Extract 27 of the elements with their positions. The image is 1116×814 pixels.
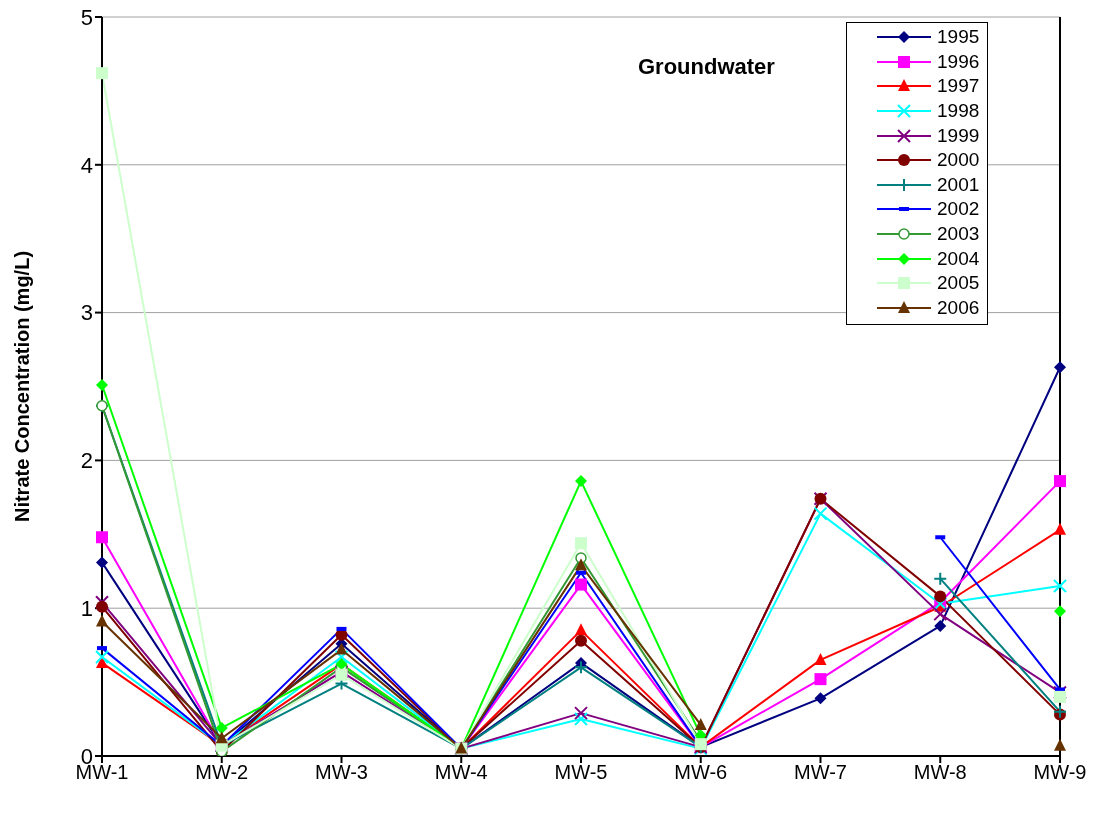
x-tick-label: MW-8: [913, 761, 967, 784]
legend-label: 2006: [937, 296, 980, 319]
x-tick-label: MW-7: [794, 761, 847, 784]
x-tick-label: MW-4: [434, 761, 488, 784]
legend-label: 2000: [937, 149, 980, 172]
legend-label: 1997: [937, 75, 980, 98]
x-tick-label: MW-2: [195, 761, 249, 784]
y-tick-label: 4: [80, 152, 93, 178]
legend-label: 2005: [937, 272, 980, 295]
y-tick-label: 1: [80, 596, 93, 622]
y-tick-label: 5: [80, 4, 93, 30]
legend-label: 1998: [937, 100, 980, 123]
y-axis-title: Nitrate Concentration (mg/L): [11, 250, 34, 523]
legend-label: 1995: [937, 26, 980, 49]
legend-label: 2003: [937, 223, 980, 246]
text: Groundwater: [638, 54, 775, 80]
legend-label: 2002: [937, 198, 980, 221]
legend-label: 1999: [937, 124, 980, 147]
y-tick-label: 2: [80, 448, 93, 474]
x-tick-label: MW-3: [315, 761, 368, 784]
legend-label: 2001: [937, 173, 980, 196]
legend-label: 2004: [937, 247, 980, 270]
y-tick-label: 3: [80, 300, 93, 326]
x-tick-label: MW-9: [1033, 761, 1087, 784]
legend-label: 1996: [937, 50, 980, 73]
x-tick-label: MW-5: [554, 761, 608, 784]
x-tick-label: MW-6: [674, 761, 728, 784]
